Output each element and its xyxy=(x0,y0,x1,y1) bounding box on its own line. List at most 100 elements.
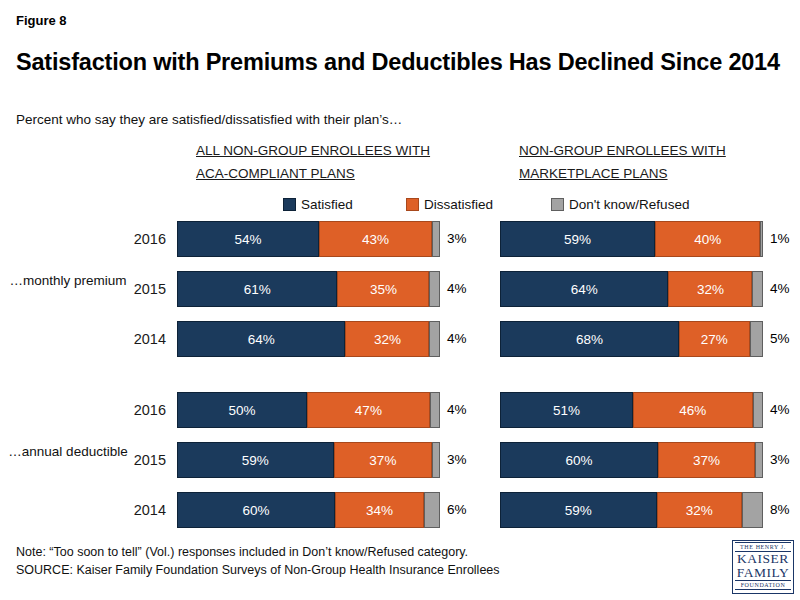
bar-segment-dissatisfied: 35% xyxy=(337,271,429,307)
stacked-bar: 61% 35% xyxy=(177,271,440,307)
segment-value-label: 51% xyxy=(553,403,580,418)
bar-row-2016: 59%40%1% xyxy=(500,221,763,257)
dont-know-value-label: 8% xyxy=(770,492,790,528)
segment-value-label: 50% xyxy=(229,403,256,418)
bar-segment-satisfied: 60% xyxy=(500,442,658,478)
year-label: 2015 xyxy=(120,271,166,307)
segment-value-label: 47% xyxy=(355,403,382,418)
page-title: Satisfaction with Premiums and Deductibl… xyxy=(16,49,788,76)
satisfied-swatch-icon xyxy=(283,198,296,211)
dont-know-value-label: 4% xyxy=(447,271,467,307)
chart-marketplace: 59%40%1%64%32%4%68%27%5%51%46%4%60%37%3%… xyxy=(500,221,763,528)
bar-row-2014: 201460%34%6% xyxy=(177,492,440,528)
bar-row-2014: 201464%32%4% xyxy=(177,321,440,357)
stacked-bar: 50% 47% xyxy=(177,392,440,428)
segment-value-label: 64% xyxy=(571,282,598,297)
bar-row-2016: 201654%43%3% xyxy=(177,221,440,257)
bar-segment-satisfied: 61% xyxy=(177,271,337,307)
dont-know-value-label: 4% xyxy=(770,392,790,428)
stacked-bar: 51% 46% xyxy=(500,392,763,428)
bar-segment-dont-know xyxy=(432,221,440,257)
bar-row-2015: 64%32%4% xyxy=(500,271,763,307)
segment-value-label: 32% xyxy=(697,282,724,297)
source-line: SOURCE: Kaiser Family Foundation Surveys… xyxy=(16,563,500,577)
stacked-bar: 59% 37% xyxy=(177,442,440,478)
stacked-bar: 60% 34% xyxy=(177,492,440,528)
chart-header-line: MARKETPLACE PLANS xyxy=(519,162,726,185)
segment-value-label: 37% xyxy=(693,453,720,468)
bar-segment-dont-know xyxy=(429,321,440,357)
dont-know-value-label: 5% xyxy=(770,321,790,357)
bar-segment-satisfied: 60% xyxy=(177,492,335,528)
segment-value-label: 46% xyxy=(679,403,706,418)
dissatisfied-swatch-icon xyxy=(406,198,419,211)
segment-value-label: 43% xyxy=(362,232,389,247)
legend-label: Don't know/Refused xyxy=(569,197,689,212)
bar-segment-satisfied: 50% xyxy=(177,392,307,428)
segment-value-label: 27% xyxy=(701,332,728,347)
segment-value-label: 59% xyxy=(565,503,592,518)
bar-segment-dissatisfied: 34% xyxy=(335,492,424,528)
bar-segment-dont-know xyxy=(742,492,763,528)
stacked-bar: 60% 37% xyxy=(500,442,763,478)
bar-segment-satisfied: 59% xyxy=(500,492,657,528)
chart-header-marketplace: NON-GROUP ENROLLEES WITH MARKETPLACE PLA… xyxy=(519,139,726,185)
bar-segment-dont-know xyxy=(755,442,763,478)
stacked-bar: 64% 32% xyxy=(500,271,763,307)
legend-item-dissatisfied: Dissatisfied xyxy=(406,197,493,212)
chart-header-line: ACA-COMPLIANT PLANS xyxy=(196,162,430,185)
dont-know-value-label: 3% xyxy=(770,442,790,478)
bar-segment-dont-know xyxy=(429,271,440,307)
figure-label: Figure 8 xyxy=(16,13,67,28)
dont-know-value-label: 3% xyxy=(447,221,467,257)
bar-row-2015: 60%37%3% xyxy=(500,442,763,478)
year-label: 2014 xyxy=(120,321,166,357)
bar-segment-satisfied: 68% xyxy=(500,321,679,357)
kaiser-family-foundation-logo: THE HENRY J. KAISER FAMILY FOUNDATION xyxy=(732,540,794,594)
stacked-bar: 68% 27% xyxy=(500,321,763,357)
logo-text-foundation: FOUNDATION xyxy=(735,581,791,590)
segment-value-label: 64% xyxy=(248,332,275,347)
bar-segment-dissatisfied: 43% xyxy=(319,221,432,257)
chart-header-line: ALL NON-GROUP ENROLLEES WITH xyxy=(196,139,430,162)
segment-value-label: 34% xyxy=(366,503,393,518)
stacked-bar: 59% 40% xyxy=(500,221,763,257)
bar-segment-satisfied: 54% xyxy=(177,221,319,257)
bar-row-2015: 201561%35%4% xyxy=(177,271,440,307)
dont-know-value-label: 6% xyxy=(447,492,467,528)
segment-value-label: 54% xyxy=(234,232,261,247)
chart-header-aca-compliant: ALL NON-GROUP ENROLLEES WITH ACA-COMPLIA… xyxy=(196,139,430,185)
segment-value-label: 59% xyxy=(242,453,269,468)
bar-segment-dissatisfied: 32% xyxy=(345,321,429,357)
year-label: 2016 xyxy=(120,221,166,257)
bar-row-2014: 59%32%8% xyxy=(500,492,763,528)
segment-value-label: 61% xyxy=(244,282,271,297)
dont-know-value-label: 3% xyxy=(447,442,467,478)
footnote: Note: “Too soon to tell” (Vol.) response… xyxy=(16,545,468,559)
segment-value-label: 60% xyxy=(242,503,269,518)
bar-segment-dont-know xyxy=(424,492,440,528)
segment-value-label: 60% xyxy=(565,453,592,468)
dont-know-swatch-icon xyxy=(551,198,564,211)
subtitle: Percent who say they are satisfied/dissa… xyxy=(16,112,402,127)
bar-segment-dissatisfied: 27% xyxy=(679,321,750,357)
segment-value-label: 40% xyxy=(694,232,721,247)
year-label: 2016 xyxy=(120,392,166,428)
stacked-bar: 59% 32% xyxy=(500,492,763,528)
bar-segment-dissatisfied: 46% xyxy=(633,392,753,428)
logo-text-family: FAMILY xyxy=(735,566,791,581)
bar-segment-satisfied: 59% xyxy=(500,221,655,257)
segment-value-label: 59% xyxy=(564,232,591,247)
stacked-bar: 64% 32% xyxy=(177,321,440,357)
segment-value-label: 32% xyxy=(374,332,401,347)
bar-segment-dissatisfied: 37% xyxy=(334,442,432,478)
dont-know-value-label: 1% xyxy=(770,221,790,257)
dont-know-value-label: 4% xyxy=(770,271,790,307)
year-label: 2014 xyxy=(120,492,166,528)
slide: Figure 8 Satisfaction with Premiums and … xyxy=(0,0,800,600)
chart-aca-compliant: 201654%43%3%201561%35%4%201464%32%4%2016… xyxy=(177,221,440,528)
bar-segment-dissatisfied: 32% xyxy=(657,492,742,528)
row-group-label-monthly-premium: …monthly premium xyxy=(6,272,130,289)
bar-segment-dont-know xyxy=(752,271,763,307)
logo-text-kaiser: KAISER xyxy=(735,552,791,566)
